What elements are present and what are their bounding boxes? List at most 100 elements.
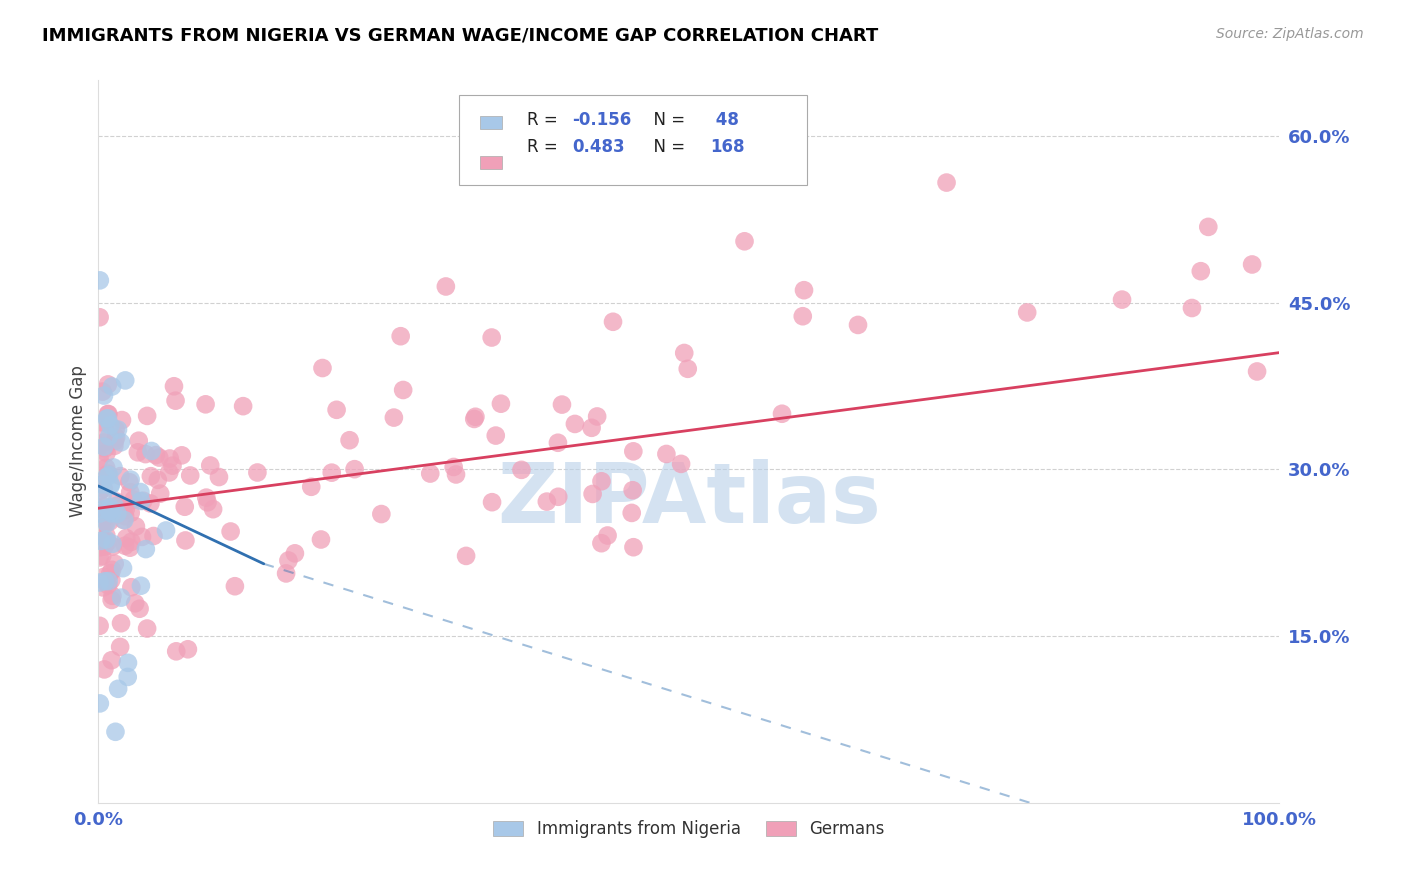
Point (97, 407, 120, 421)
Point (94, 442, 117, 456)
Point (463, 412, 485, 426)
Point (105, 507, 128, 521)
Text: R =: R = (527, 137, 564, 156)
Point (93, 500, 115, 514)
Text: 0.483: 0.483 (572, 137, 624, 156)
Point (935, 176, 957, 190)
Point (179, 468, 201, 483)
Point (118, 541, 141, 555)
Point (94, 574, 117, 589)
Point (846, 318, 869, 332)
Point (159, 451, 181, 466)
Point (120, 506, 142, 520)
Point (1197, 219, 1219, 234)
Point (91, 514, 114, 528)
Text: N =: N = (643, 111, 690, 129)
Point (277, 553, 299, 567)
Text: 168: 168 (710, 137, 745, 156)
Point (155, 524, 177, 538)
Point (89, 483, 111, 498)
Point (91, 581, 114, 595)
Point (93, 440, 115, 454)
Point (202, 502, 225, 516)
Point (197, 495, 219, 509)
Point (551, 398, 574, 412)
Point (389, 329, 412, 343)
Point (673, 346, 696, 360)
Point (139, 469, 162, 483)
Point (1189, 264, 1212, 278)
Point (134, 447, 156, 461)
Point (110, 591, 132, 605)
Point (114, 499, 136, 513)
Point (122, 492, 145, 507)
Point (93, 469, 115, 483)
Point (120, 580, 142, 594)
FancyBboxPatch shape (479, 116, 502, 129)
Point (135, 542, 157, 557)
Point (100, 507, 122, 521)
Point (120, 485, 142, 500)
Point (170, 448, 193, 462)
Point (115, 531, 138, 545)
Point (112, 513, 135, 527)
Point (392, 383, 415, 397)
Point (145, 448, 167, 462)
Point (1241, 258, 1264, 272)
Point (101, 537, 124, 551)
Point (195, 491, 218, 505)
Point (274, 566, 297, 581)
Point (97, 377, 120, 392)
Point (93, 435, 115, 450)
Point (146, 473, 169, 487)
Point (89, 619, 111, 633)
Point (90, 533, 112, 548)
Point (118, 475, 141, 490)
Point (547, 490, 569, 504)
Point (141, 444, 163, 458)
Point (91, 502, 114, 516)
Point (89, 452, 111, 467)
Point (142, 529, 165, 543)
Legend: Immigrants from Nigeria, Germans: Immigrants from Nigeria, Germans (486, 814, 891, 845)
Point (90, 415, 112, 429)
Point (129, 485, 152, 500)
Point (620, 506, 643, 520)
Point (104, 434, 127, 448)
Point (93, 540, 115, 554)
Point (98, 515, 121, 529)
Point (96, 516, 118, 531)
Point (120, 473, 142, 487)
Point (89, 575, 111, 590)
Point (200, 458, 222, 473)
Point (536, 494, 558, 508)
Point (125, 519, 148, 533)
Point (219, 524, 242, 539)
Point (98, 468, 121, 483)
Point (104, 557, 127, 571)
Point (100, 593, 122, 607)
Point (163, 379, 186, 393)
Point (111, 561, 134, 575)
Point (127, 445, 149, 459)
Point (110, 435, 132, 450)
Point (94, 422, 117, 436)
Point (91, 477, 114, 491)
Point (128, 601, 150, 615)
Point (444, 467, 467, 482)
Point (97, 534, 120, 549)
Point (1111, 293, 1133, 307)
Point (165, 644, 187, 658)
Point (419, 467, 441, 481)
Point (91, 488, 114, 502)
Point (793, 283, 815, 297)
Point (107, 681, 129, 696)
Point (132, 493, 155, 508)
Point (139, 496, 162, 510)
Point (89, 512, 111, 526)
Point (97, 467, 120, 481)
Point (325, 402, 347, 417)
Point (93, 388, 115, 402)
Point (621, 444, 644, 458)
Point (586, 409, 609, 424)
